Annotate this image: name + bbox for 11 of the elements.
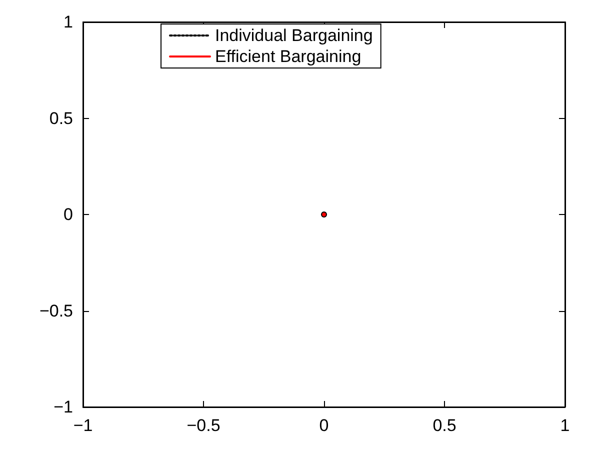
legend-label: Efficient Bargaining bbox=[215, 47, 362, 66]
y-tick-label: 0.5 bbox=[49, 108, 73, 128]
y-tick-label: −1 bbox=[54, 398, 73, 416]
x-tick-label: 0.5 bbox=[432, 416, 456, 435]
legend-label: Individual Bargaining bbox=[215, 26, 373, 45]
x-tick-label: 0 bbox=[319, 416, 329, 435]
x-tick-label: −0.5 bbox=[186, 416, 220, 435]
y-tick-label: −0.5 bbox=[39, 301, 73, 320]
y-tick-label: 1 bbox=[64, 12, 73, 32]
y-tick-label: 0 bbox=[64, 205, 73, 224]
x-tick-label: 1 bbox=[560, 416, 570, 435]
